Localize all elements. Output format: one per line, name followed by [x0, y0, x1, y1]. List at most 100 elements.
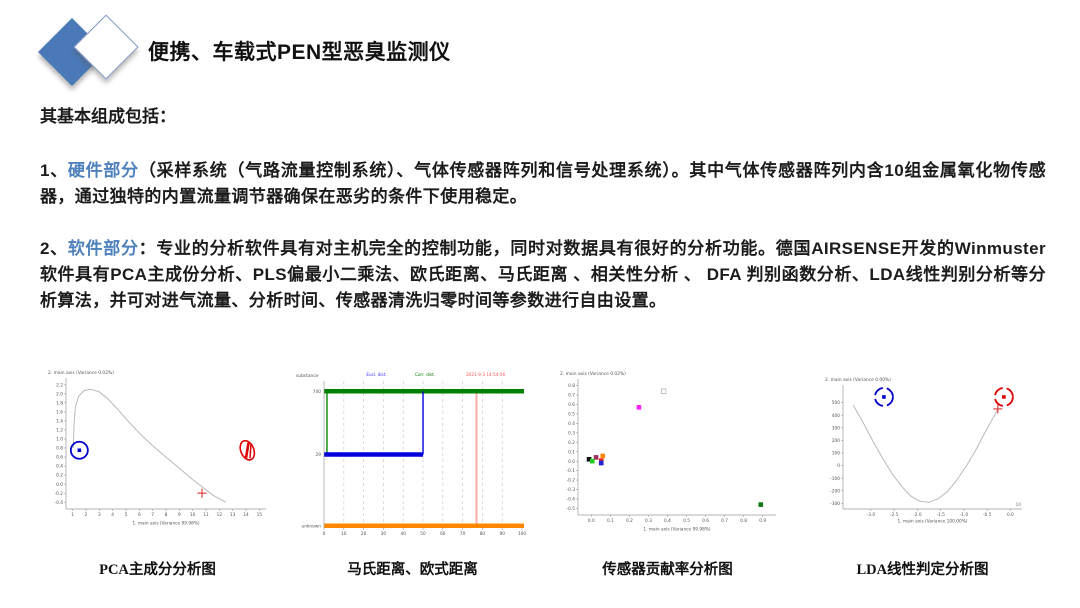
svg-text:Eucl. dist.: Eucl. dist.: [366, 372, 386, 377]
sensor-contribution-caption: 传感器贡献率分析图: [602, 562, 733, 578]
svg-text:-0.3: -0.3: [566, 487, 575, 493]
item-number-1: 1、: [40, 161, 68, 180]
svg-text:0.6: 0.6: [56, 455, 63, 461]
pca-chart-caption: PCA主成分分析图: [99, 562, 216, 578]
svg-text:0.4: 0.4: [568, 421, 575, 427]
svg-text:-0.4: -0.4: [54, 500, 63, 506]
svg-text:-300: -300: [830, 501, 840, 507]
svg-text:0.6: 0.6: [702, 518, 709, 524]
svg-text:12: 12: [216, 512, 222, 518]
page-title: 便携、车载式PEN型恶臭监测仪: [148, 41, 451, 64]
svg-text:0.0: 0.0: [568, 459, 575, 465]
svg-text:1.6: 1.6: [56, 409, 63, 415]
svg-text:0.7: 0.7: [568, 393, 575, 399]
slide-logo: [0, 0, 150, 100]
svg-text:70: 70: [459, 531, 465, 537]
svg-text:0.0: 0.0: [1006, 512, 1013, 518]
svg-text:1. main axis (Variance 99.98%): 1. main axis (Variance 99.98%): [643, 527, 711, 533]
svg-text:0.8: 0.8: [740, 518, 747, 524]
svg-text:40: 40: [400, 531, 406, 537]
pca-chart-figure: 2.2 2.0 1.8 1.6 1.4 1.2 1.0 0.8 0.6 0.4 0.2 0.0 -0.2…: [30, 368, 285, 583]
svg-text:50: 50: [420, 531, 426, 537]
sensor-contribution-plot: 0.8 0.7 0.6 0.5 0.4 0.3 0.2 0.1 0.0 -0.1 -0.2 -0.3 -…: [553, 368, 783, 537]
svg-text:0: 0: [837, 463, 840, 469]
pca-plot: 2.2 2.0 1.8 1.6 1.4 1.2 1.0 0.8 0.6 0.4 0.2 0.0 -0.2…: [42, 368, 274, 531]
svg-text:2021-9-3 14:54:56: 2021-9-3 14:54:56: [466, 372, 505, 377]
svg-text:-0.5: -0.5: [566, 506, 575, 512]
svg-text:0.0: 0.0: [56, 482, 63, 488]
svg-text:100: 100: [831, 451, 839, 457]
svg-text:80: 80: [479, 531, 485, 537]
svg-text:740: 740: [312, 389, 320, 395]
svg-text:2. main axis (Variance 0.02%): 2. main axis (Variance 0.02%): [560, 371, 626, 377]
svg-text:1: 1: [71, 512, 74, 518]
svg-text:4: 4: [111, 512, 114, 518]
svg-text:100: 100: [517, 531, 525, 537]
svg-text:1. main axis (Variance 99.98%): 1. main axis (Variance 99.98%): [132, 521, 200, 527]
svg-text:-2.5: -2.5: [889, 512, 898, 518]
svg-text:1.4: 1.4: [56, 419, 63, 425]
svg-text:0.1: 0.1: [568, 449, 575, 455]
svg-text:13: 13: [229, 512, 235, 518]
lda-plot: 500 400 300 200 100 0 -100 -200 -300 -3.0 -2.5 -2.0…: [816, 368, 1030, 529]
svg-text:60: 60: [440, 531, 446, 537]
svg-text:400: 400: [831, 413, 839, 419]
svg-text:5: 5: [124, 512, 127, 518]
svg-text:0.8: 0.8: [56, 446, 63, 452]
svg-text:0.6: 0.6: [568, 402, 575, 408]
svg-text:0.9: 0.9: [759, 518, 766, 524]
lda-chart-figure: 500 400 300 200 100 0 -100 -200 -300 -3.0 -2.5 -2.0…: [795, 368, 1050, 583]
svg-text:-100: -100: [830, 476, 840, 482]
svg-text:7: 7: [151, 512, 154, 518]
svg-text:1.2: 1.2: [56, 428, 63, 434]
svg-text:10: 10: [1015, 502, 1021, 507]
svg-text:0.2: 0.2: [625, 518, 632, 524]
svg-text:-3.0: -3.0: [866, 512, 875, 518]
intro-line: 其基本组成包括：: [40, 107, 176, 126]
distance-chart-caption: 马氏距离、欧式距离: [347, 562, 478, 578]
distance-chart-figure: 0 10 20 30 40 50 60 70 80 90 100 740 29 unknown substa…: [285, 368, 540, 583]
svg-text:0.2: 0.2: [568, 440, 575, 446]
svg-text:-0.4: -0.4: [566, 497, 575, 503]
svg-text:0.8: 0.8: [568, 383, 575, 389]
svg-text:8: 8: [164, 512, 167, 518]
svg-text:0.7: 0.7: [721, 518, 728, 524]
paragraph-hardware-text: （采样系统（气路流量控制系统）、气体传感器阵列和信号处理系统）。其中气体传感器阵…: [40, 161, 1046, 206]
svg-text:11: 11: [203, 512, 209, 518]
svg-text:2. main axis (Variance 0.00%): 2. main axis (Variance 0.00%): [825, 377, 891, 383]
svg-text:-1.0: -1.0: [959, 512, 968, 518]
lda-chart-caption: LDA线性判定分析图: [856, 562, 989, 578]
svg-text:2. main axis (Variance 0.02%): 2. main axis (Variance 0.02%): [48, 370, 114, 376]
svg-text:6: 6: [137, 512, 140, 518]
svg-text:300: 300: [831, 425, 839, 431]
svg-text:1.0: 1.0: [56, 437, 63, 443]
charts-row: 2.2 2.0 1.8 1.6 1.4 1.2 1.0 0.8 0.6 0.4 0.2 0.0 -0.2…: [30, 368, 1050, 598]
svg-text:20: 20: [360, 531, 366, 537]
svg-text:200: 200: [831, 438, 839, 444]
paragraph-software-text: ：专业的分析软件具有对主机完全的控制功能，同时对数据具有很好的分析功能。德国AI…: [40, 239, 1046, 310]
svg-text:0: 0: [322, 531, 325, 537]
svg-text:9: 9: [177, 512, 180, 518]
svg-text:2.0: 2.0: [56, 391, 63, 397]
svg-text:1.8: 1.8: [56, 400, 63, 406]
svg-text:2: 2: [84, 512, 87, 518]
svg-text:10: 10: [189, 512, 195, 518]
paragraph-software: 2、软件部分：专业的分析软件具有对主机完全的控制功能，同时对数据具有很好的分析功…: [40, 236, 1046, 314]
svg-text:90: 90: [499, 531, 505, 537]
svg-text:1. main axis (Variance 100.00%: 1. main axis (Variance 100.00%): [897, 519, 967, 525]
svg-text:0.0: 0.0: [587, 518, 594, 524]
distance-plot: 0 10 20 30 40 50 60 70 80 90 100 740 29 unknown substa…: [294, 368, 532, 545]
svg-text:-0.2: -0.2: [54, 491, 63, 497]
svg-text:500: 500: [831, 400, 839, 406]
svg-text:substance: substance: [296, 373, 319, 379]
svg-text:unknown: unknown: [301, 523, 321, 529]
svg-text:0.3: 0.3: [568, 430, 575, 436]
svg-text:3: 3: [97, 512, 100, 518]
svg-text:15: 15: [256, 512, 262, 518]
svg-text:2.2: 2.2: [56, 382, 63, 388]
item-number-2: 2、: [40, 239, 68, 258]
svg-text:-2.0: -2.0: [913, 512, 922, 518]
svg-text:-0.1: -0.1: [566, 468, 575, 474]
svg-text:0.4: 0.4: [664, 518, 671, 524]
